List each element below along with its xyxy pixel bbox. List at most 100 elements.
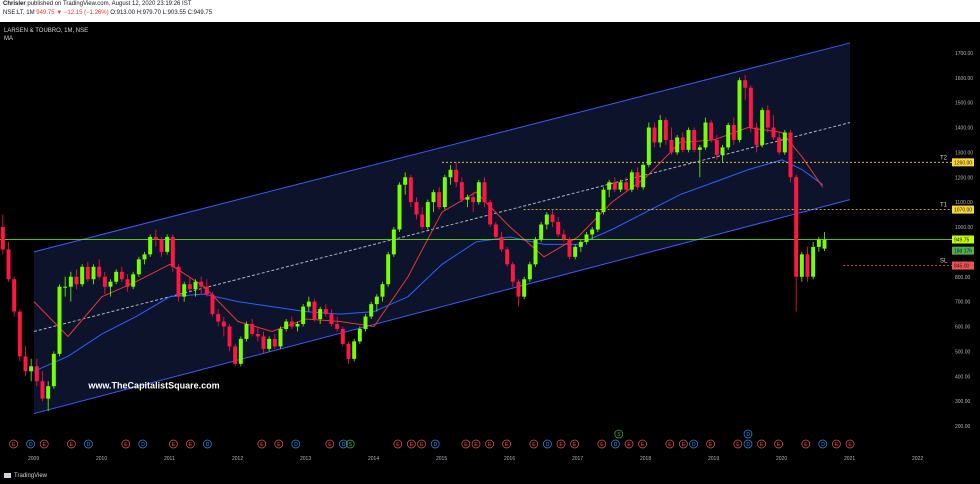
candle-body [108, 281, 113, 287]
candle-body [340, 328, 345, 344]
event-marker-label: E [641, 442, 645, 448]
candle-body [618, 182, 623, 190]
candle-body [267, 338, 272, 349]
candle-body [459, 182, 464, 200]
candle-body [114, 271, 119, 282]
event-marker [774, 439, 783, 449]
event-marker-label: D [294, 442, 298, 448]
channel-upper-line [33, 42, 851, 253]
candle-body [255, 333, 260, 337]
candle-body [6, 249, 11, 280]
candle-body [505, 249, 510, 265]
candle-body [380, 284, 385, 297]
event-marker-label: E [260, 442, 264, 448]
candle-body [289, 321, 294, 327]
event-marker [529, 439, 539, 449]
candle-body [811, 246, 816, 277]
symbol-info: NSE:LT, 1M 949.75 ▼ −12.15 (−1.26%) O:91… [3, 10, 212, 16]
candle-body [210, 294, 215, 315]
candle-body [731, 125, 736, 140]
candle-body [522, 279, 527, 297]
candle-body [799, 254, 804, 277]
event-marker-label: E [627, 442, 631, 448]
candle-body [556, 222, 561, 235]
price-change: −12.15 (−1.26%) [63, 10, 109, 16]
change-arrow-icon: ▼ [56, 10, 63, 16]
candle-body [34, 366, 39, 382]
candle-body [675, 137, 680, 153]
event-marker-label: D [746, 432, 750, 438]
candle-body [431, 192, 436, 203]
candle-body [221, 321, 226, 327]
candle-body [148, 236, 153, 255]
event-marker-label: E [777, 442, 781, 448]
event-marker-label: E [420, 442, 424, 448]
x-tick-label: 2014 [368, 456, 379, 462]
candle-body [420, 214, 425, 227]
candle-body [261, 336, 266, 349]
event-marker [502, 439, 511, 449]
candle-body [471, 197, 476, 203]
author-name[interactable]: Chrisler [3, 1, 26, 7]
y-tick-label: 800.00 [955, 275, 971, 281]
candle-body [448, 169, 453, 178]
event-marker [67, 439, 76, 449]
x-tick-label: 2018 [640, 456, 651, 462]
candle-body [165, 236, 170, 252]
event-marker [257, 439, 267, 449]
candle-body [510, 264, 515, 282]
candle-body [250, 324, 255, 334]
candle-body [119, 271, 124, 280]
candle-body [629, 172, 634, 190]
event-marker-label: S [617, 432, 621, 438]
event-marker-label: E [760, 442, 764, 448]
event-marker [556, 439, 566, 449]
candle-body [23, 356, 28, 372]
candle-body [601, 189, 606, 213]
candle-body [726, 125, 731, 148]
candle-body [193, 281, 198, 290]
candle-body [29, 366, 34, 372]
candle-body [204, 286, 209, 295]
footer-bar: TradingView [0, 470, 980, 484]
candle-body [516, 281, 521, 297]
y-tick-label: 1600.00 [955, 76, 973, 82]
candle-body [754, 127, 759, 145]
event-marker [9, 439, 18, 449]
candle-body [771, 127, 776, 138]
level-tag-text: 1070.00 [954, 208, 972, 214]
indicator-label: MA [4, 36, 13, 42]
candle-body [187, 284, 192, 290]
chart-title: LARSEN & TOUBRO, 1M, NSE [4, 28, 88, 34]
y-tick-label: 1300.00 [955, 150, 973, 156]
ma-slow-line [33, 159, 824, 372]
candle-body [363, 316, 368, 329]
candle-body [318, 309, 323, 320]
level-tag [952, 261, 974, 270]
price-tag [952, 235, 974, 244]
candle-body [233, 346, 238, 364]
candle-body [550, 214, 555, 223]
price-chart[interactable]: LARSEN & TOUBRO, 1M, NSE MA 1700.00 1600.00… [0, 22, 980, 470]
candle-body [323, 309, 328, 315]
candle-body [539, 224, 544, 240]
candle-body [40, 381, 45, 399]
y-tick-label: 1000.00 [955, 225, 973, 231]
y-tick-label: 300.00 [955, 399, 971, 405]
event-marker [845, 439, 855, 449]
candle-body [97, 266, 102, 277]
candle-body [312, 301, 317, 320]
event-marker-label: E [43, 442, 47, 448]
event-marker-label: D [206, 442, 210, 448]
event-marker-label: E [12, 442, 16, 448]
event-marker [345, 439, 355, 449]
candle-body [527, 264, 532, 280]
event-marker-label: D [87, 442, 91, 448]
event-marker-label: E [189, 442, 193, 448]
tradingview-logo[interactable]: TradingView [4, 473, 47, 479]
candle-body [91, 266, 96, 280]
price-tag-text: 949.75 [954, 237, 970, 243]
channel-lower-line [33, 199, 851, 415]
event-marker [818, 439, 828, 449]
y-tick-label: 1400.00 [955, 126, 973, 132]
